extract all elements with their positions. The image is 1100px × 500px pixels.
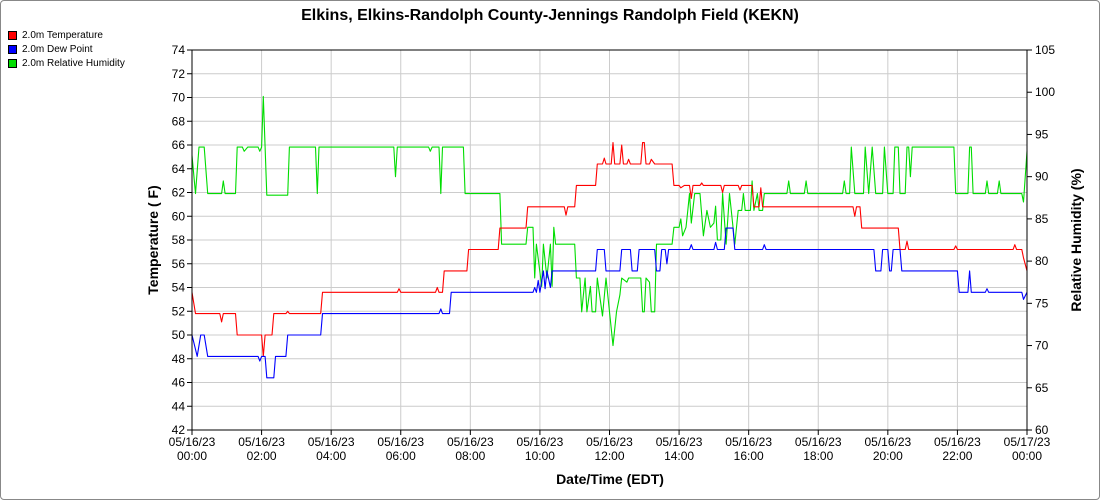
right-tick-label: 60 bbox=[1035, 423, 1049, 437]
legend-swatch-dew-point bbox=[8, 44, 17, 54]
x-tick-date: 05/16/23 bbox=[308, 435, 355, 449]
left-tick-label: 62 bbox=[172, 186, 186, 200]
x-tick-time: 12:00 bbox=[594, 449, 624, 463]
left-tick-label: 74 bbox=[172, 43, 186, 57]
x-tick-date: 05/16/23 bbox=[725, 435, 772, 449]
x-tick-time: 22:00 bbox=[942, 449, 972, 463]
x-tick-time: 08:00 bbox=[455, 449, 485, 463]
x-tick-date: 05/16/23 bbox=[656, 435, 703, 449]
y-axis-left-title: Temperature ( F) bbox=[145, 185, 161, 294]
right-tick-label: 85 bbox=[1035, 212, 1049, 226]
x-tick-date: 05/16/23 bbox=[864, 435, 911, 449]
x-tick-date: 05/16/23 bbox=[934, 435, 981, 449]
left-tick-label: 48 bbox=[172, 352, 186, 366]
x-tick-time: 06:00 bbox=[386, 449, 416, 463]
right-tick-label: 105 bbox=[1035, 43, 1055, 57]
right-tick-label: 75 bbox=[1035, 296, 1049, 310]
legend-item-relative-humidity: 2.0m Relative Humidity bbox=[8, 56, 125, 70]
right-tick-label: 100 bbox=[1035, 85, 1055, 99]
x-tick-date: 05/16/23 bbox=[795, 435, 842, 449]
left-tick-label: 72 bbox=[172, 67, 186, 81]
x-tick-time: 14:00 bbox=[664, 449, 694, 463]
legend-item-dew-point: 2.0m Dew Point bbox=[8, 42, 125, 56]
left-tick-label: 50 bbox=[172, 328, 186, 342]
right-axis-ticks: 60 65 70 75 80 85 90 95 100 105 bbox=[1027, 43, 1055, 437]
x-tick-time: 00:00 bbox=[177, 449, 207, 463]
x-tick-date: 05/16/23 bbox=[377, 435, 424, 449]
right-tick-label: 70 bbox=[1035, 339, 1049, 353]
left-tick-label: 42 bbox=[172, 423, 186, 437]
left-tick-label: 52 bbox=[172, 304, 186, 318]
x-tick-time: 00:00 bbox=[1012, 449, 1042, 463]
left-tick-label: 70 bbox=[172, 91, 186, 105]
legend-swatch-temperature bbox=[8, 30, 17, 40]
series-layer bbox=[191, 95, 1028, 379]
left-tick-label: 68 bbox=[172, 114, 186, 128]
legend-item-temperature: 2.0m Temperature bbox=[8, 28, 125, 42]
legend-label-temperature: 2.0m Temperature bbox=[22, 29, 103, 41]
left-tick-label: 64 bbox=[172, 162, 186, 176]
x-tick-time: 10:00 bbox=[525, 449, 555, 463]
left-tick-label: 56 bbox=[172, 257, 186, 271]
right-tick-label: 95 bbox=[1035, 127, 1049, 141]
x-tick-time: 20:00 bbox=[873, 449, 903, 463]
right-tick-label: 80 bbox=[1035, 254, 1049, 268]
x-tick-date: 05/16/23 bbox=[447, 435, 494, 449]
left-tick-label: 58 bbox=[172, 233, 186, 247]
left-tick-label: 60 bbox=[172, 209, 186, 223]
temperature-line bbox=[191, 142, 1028, 357]
x-tick-date: 05/16/23 bbox=[586, 435, 633, 449]
grid bbox=[191, 49, 1028, 431]
dew-point-line bbox=[191, 227, 1028, 379]
right-tick-label: 65 bbox=[1035, 381, 1049, 395]
y-axis-right-title: Relative Humidity (%) bbox=[1068, 168, 1084, 311]
x-tick-time: 18:00 bbox=[803, 449, 833, 463]
legend-swatch-relative-humidity bbox=[8, 58, 17, 68]
legend-label-relative-humidity: 2.0m Relative Humidity bbox=[22, 57, 125, 69]
legend: 2.0m Temperature 2.0m Dew Point 2.0m Rel… bbox=[8, 28, 125, 70]
relative-humidity-line bbox=[191, 95, 1028, 347]
x-tick-date: 05/16/23 bbox=[517, 435, 564, 449]
left-axis-ticks: 42 44 46 48 50 52 54 56 58 60 62 64 66 68 70 72 74 bbox=[172, 43, 192, 437]
x-tick-date: 05/16/23 bbox=[169, 435, 216, 449]
x-tick-time: 16:00 bbox=[734, 449, 764, 463]
x-axis-title: Date/Time (EDT) bbox=[556, 471, 664, 487]
x-axis-ticks: 05/16/2300:0005/16/2302:0005/16/2304:000… bbox=[169, 430, 1051, 463]
x-tick-time: 04:00 bbox=[316, 449, 346, 463]
x-tick-date: 05/16/23 bbox=[238, 435, 285, 449]
chart-title: Elkins, Elkins-Randolph County-Jennings … bbox=[301, 7, 799, 24]
x-tick-time: 02:00 bbox=[247, 449, 277, 463]
left-tick-label: 54 bbox=[172, 281, 186, 295]
left-tick-label: 44 bbox=[172, 399, 186, 413]
left-tick-label: 66 bbox=[172, 138, 186, 152]
right-tick-label: 90 bbox=[1035, 170, 1049, 184]
legend-label-dew-point: 2.0m Dew Point bbox=[22, 43, 93, 55]
left-tick-label: 46 bbox=[172, 376, 186, 390]
x-tick-date: 05/17/23 bbox=[1004, 435, 1051, 449]
